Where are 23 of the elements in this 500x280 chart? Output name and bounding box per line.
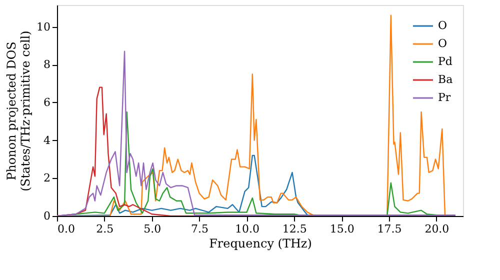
legend-label: Ba [438,73,454,86]
y-tick-label: 10 [36,20,50,34]
x-tick-label: 7.5 [191,222,209,236]
x-tick-label: 12.5 [282,222,307,236]
y-tick-label: 0 [44,210,50,222]
x-tick-label: 2.5 [96,222,114,236]
legend-label: O [438,37,448,50]
legend-label: O [438,19,448,32]
x-tick-label: 10.0 [234,222,260,236]
y-tick-label: 8 [44,58,50,72]
x-tick-label: 17.5 [377,222,402,236]
line-series [57,50,456,216]
y-tick-label: 4 [44,134,50,147]
x-tick-label: 15.0 [330,222,354,236]
y-tick-label: 6 [44,96,50,109]
x-axis-title: Frequency (THz) [209,236,312,250]
y-tick-label: 2 [44,172,50,185]
x-tick-label: 5.0 [144,222,162,236]
legend-label: Pd [438,55,452,68]
y-axis-title: Phonon projected DOS (States/THz·primitive cell) [4,30,33,192]
x-tick-label: 20.0 [424,222,450,236]
x-tick-label: 0.0 [58,222,75,236]
legend-label: Pr [438,91,452,104]
